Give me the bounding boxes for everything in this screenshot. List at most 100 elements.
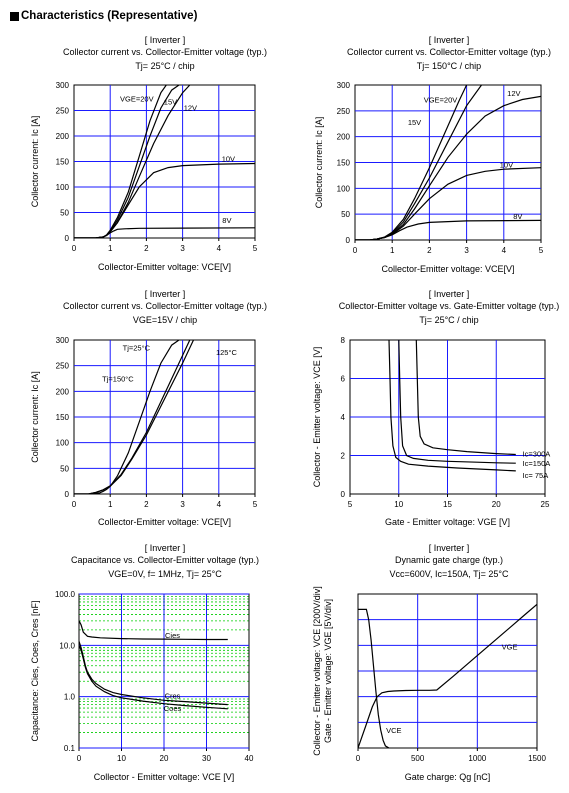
- chart-5: [ Inverter ] Capacitance vs. Collector-Em…: [30, 543, 259, 782]
- chart-title-line: Tj= 25°C / chip: [135, 61, 194, 71]
- x-tick-label: 2: [427, 246, 432, 255]
- y-tick-label: 0: [65, 490, 70, 499]
- series-label: 15V: [408, 118, 421, 127]
- x-axis-label: Collector-Emitter voltage: VCE[V]: [98, 517, 231, 527]
- x-tick-label: 1: [108, 244, 113, 253]
- chart-3: [ Inverter ] Collector current vs. Collec…: [30, 289, 267, 527]
- series-line: [355, 219, 541, 240]
- y-tick-label: 1.0: [64, 693, 76, 702]
- x-tick-label: 5: [253, 244, 258, 253]
- chart-title-line: [ Inverter ]: [145, 35, 186, 45]
- x-axis-label: Collector-Emitter voltage: VCE[V]: [381, 264, 514, 274]
- chart-1: [ Inverter ] Collector current vs. Collec…: [30, 35, 267, 272]
- chart-title-line: [ Inverter ]: [429, 35, 470, 45]
- y-tick-label: 6: [341, 375, 346, 384]
- y-tick-label: 4: [341, 413, 346, 422]
- x-tick-label: 10: [117, 754, 126, 763]
- chart-title-line: Collector current vs. Collector-Emitter …: [63, 47, 267, 57]
- series-line: [79, 645, 228, 710]
- series-label: Ic= 75A: [523, 471, 549, 480]
- y-tick-label: 10.0: [59, 641, 75, 650]
- chart-4: [ Inverter ] Collector-Emitter voltage vs…: [312, 289, 559, 527]
- series-label: 10V: [222, 154, 235, 163]
- series-line: [79, 641, 228, 706]
- y-tick-label: 50: [341, 210, 350, 219]
- y-tick-label: 0: [346, 236, 351, 245]
- x-tick-label: 20: [160, 754, 169, 763]
- chart-title-line: Collector current vs. Collector-Emitter …: [347, 47, 551, 57]
- x-tick-label: 3: [464, 246, 469, 255]
- y-axis-label: Collector - Emitter voltage: VCE [V]: [312, 347, 322, 488]
- y-tick-label: 2: [341, 452, 346, 461]
- y-tick-label: 50: [60, 464, 69, 473]
- series-label: 10V: [500, 161, 513, 170]
- x-tick-label: 0: [356, 754, 361, 763]
- x-tick-label: 15: [443, 500, 452, 509]
- y-tick-label: 250: [56, 107, 70, 116]
- series-label: Cres: [165, 692, 181, 701]
- x-tick-label: 1: [390, 246, 395, 255]
- series-line: [74, 227, 255, 238]
- chart-title-line: Collector-Emitter voltage vs. Gate-Emitt…: [339, 301, 560, 311]
- x-tick-label: 25: [541, 500, 550, 509]
- x-axis-label: Collector-Emitter voltage: VCE[V]: [98, 262, 231, 272]
- chart-title-line: [ Inverter ]: [145, 289, 186, 299]
- x-tick-label: 1000: [468, 754, 486, 763]
- series-label: VGE: [502, 643, 518, 652]
- x-tick-label: 0: [77, 754, 82, 763]
- x-tick-label: 1500: [528, 754, 546, 763]
- series-label: VCE: [386, 726, 401, 735]
- chart-title-line: [ Inverter ]: [429, 289, 470, 299]
- series-line: [79, 620, 228, 641]
- chart-6: [ Inverter ] Dynamic gate charge (typ.) Vc…: [312, 543, 546, 782]
- chart-title-line: [ Inverter ]: [145, 543, 186, 553]
- x-tick-label: 0: [72, 500, 77, 509]
- y-tick-label: 100: [56, 183, 70, 192]
- y-tick-label: 150: [56, 158, 70, 167]
- series-label: Ic=150A: [523, 459, 551, 468]
- x-tick-label: 10: [394, 500, 403, 509]
- x-tick-label: 4: [217, 244, 222, 253]
- series-label: 125°C: [216, 348, 238, 357]
- y-tick-label: 50: [60, 209, 69, 218]
- x-tick-label: 5: [539, 246, 544, 255]
- chart-title-line: Tj= 150°C / chip: [417, 61, 481, 71]
- series-label: VGE=20V: [120, 94, 154, 103]
- series-line: [398, 340, 516, 464]
- y-tick-label: 250: [337, 107, 351, 116]
- y-axis-label: Collector current: Ic [A]: [30, 116, 40, 208]
- y-tick-label: 0: [65, 234, 70, 243]
- series-line: [358, 603, 537, 748]
- chart-title-line: Capacitance vs. Collector-Emitter voltag…: [71, 555, 259, 565]
- y-tick-label: 0.1: [64, 744, 76, 753]
- x-tick-label: 4: [217, 500, 222, 509]
- y-tick-label: 100: [337, 184, 351, 193]
- series-label: 8V: [222, 216, 231, 225]
- y-tick-label: 200: [56, 132, 70, 141]
- y-axis-label: Collector current: Ic [A]: [314, 117, 324, 209]
- series-line: [74, 340, 180, 494]
- series-line: [74, 162, 255, 238]
- chart-title-line: Collector current vs. Collector-Emitter …: [63, 301, 267, 311]
- x-tick-label: 5: [253, 500, 258, 509]
- y-tick-label: 150: [56, 413, 70, 422]
- chart-title-line: Dynamic gate charge (typ.): [395, 555, 503, 565]
- y-tick-label: 100.0: [55, 590, 76, 599]
- x-tick-label: 500: [411, 754, 425, 763]
- page-title: Characteristics (Representative): [21, 10, 198, 22]
- y-tick-label: 250: [56, 362, 70, 371]
- series-label: VGE=20V: [424, 95, 458, 104]
- series-line: [355, 167, 541, 240]
- x-tick-label: 0: [72, 244, 77, 253]
- x-tick-label: 1: [108, 500, 113, 509]
- series-label: 12V: [184, 103, 197, 112]
- series-label: 15V: [164, 97, 177, 106]
- series-label: Coes: [164, 704, 182, 713]
- y-tick-label: 300: [56, 336, 70, 345]
- y-tick-label: 300: [337, 81, 351, 90]
- series-label: Cies: [165, 631, 180, 640]
- y-axis-label-2: Gate - Emitter voltage: VGE [5V/div]: [323, 599, 333, 743]
- series-line: [74, 340, 195, 494]
- x-tick-label: 4: [502, 246, 507, 255]
